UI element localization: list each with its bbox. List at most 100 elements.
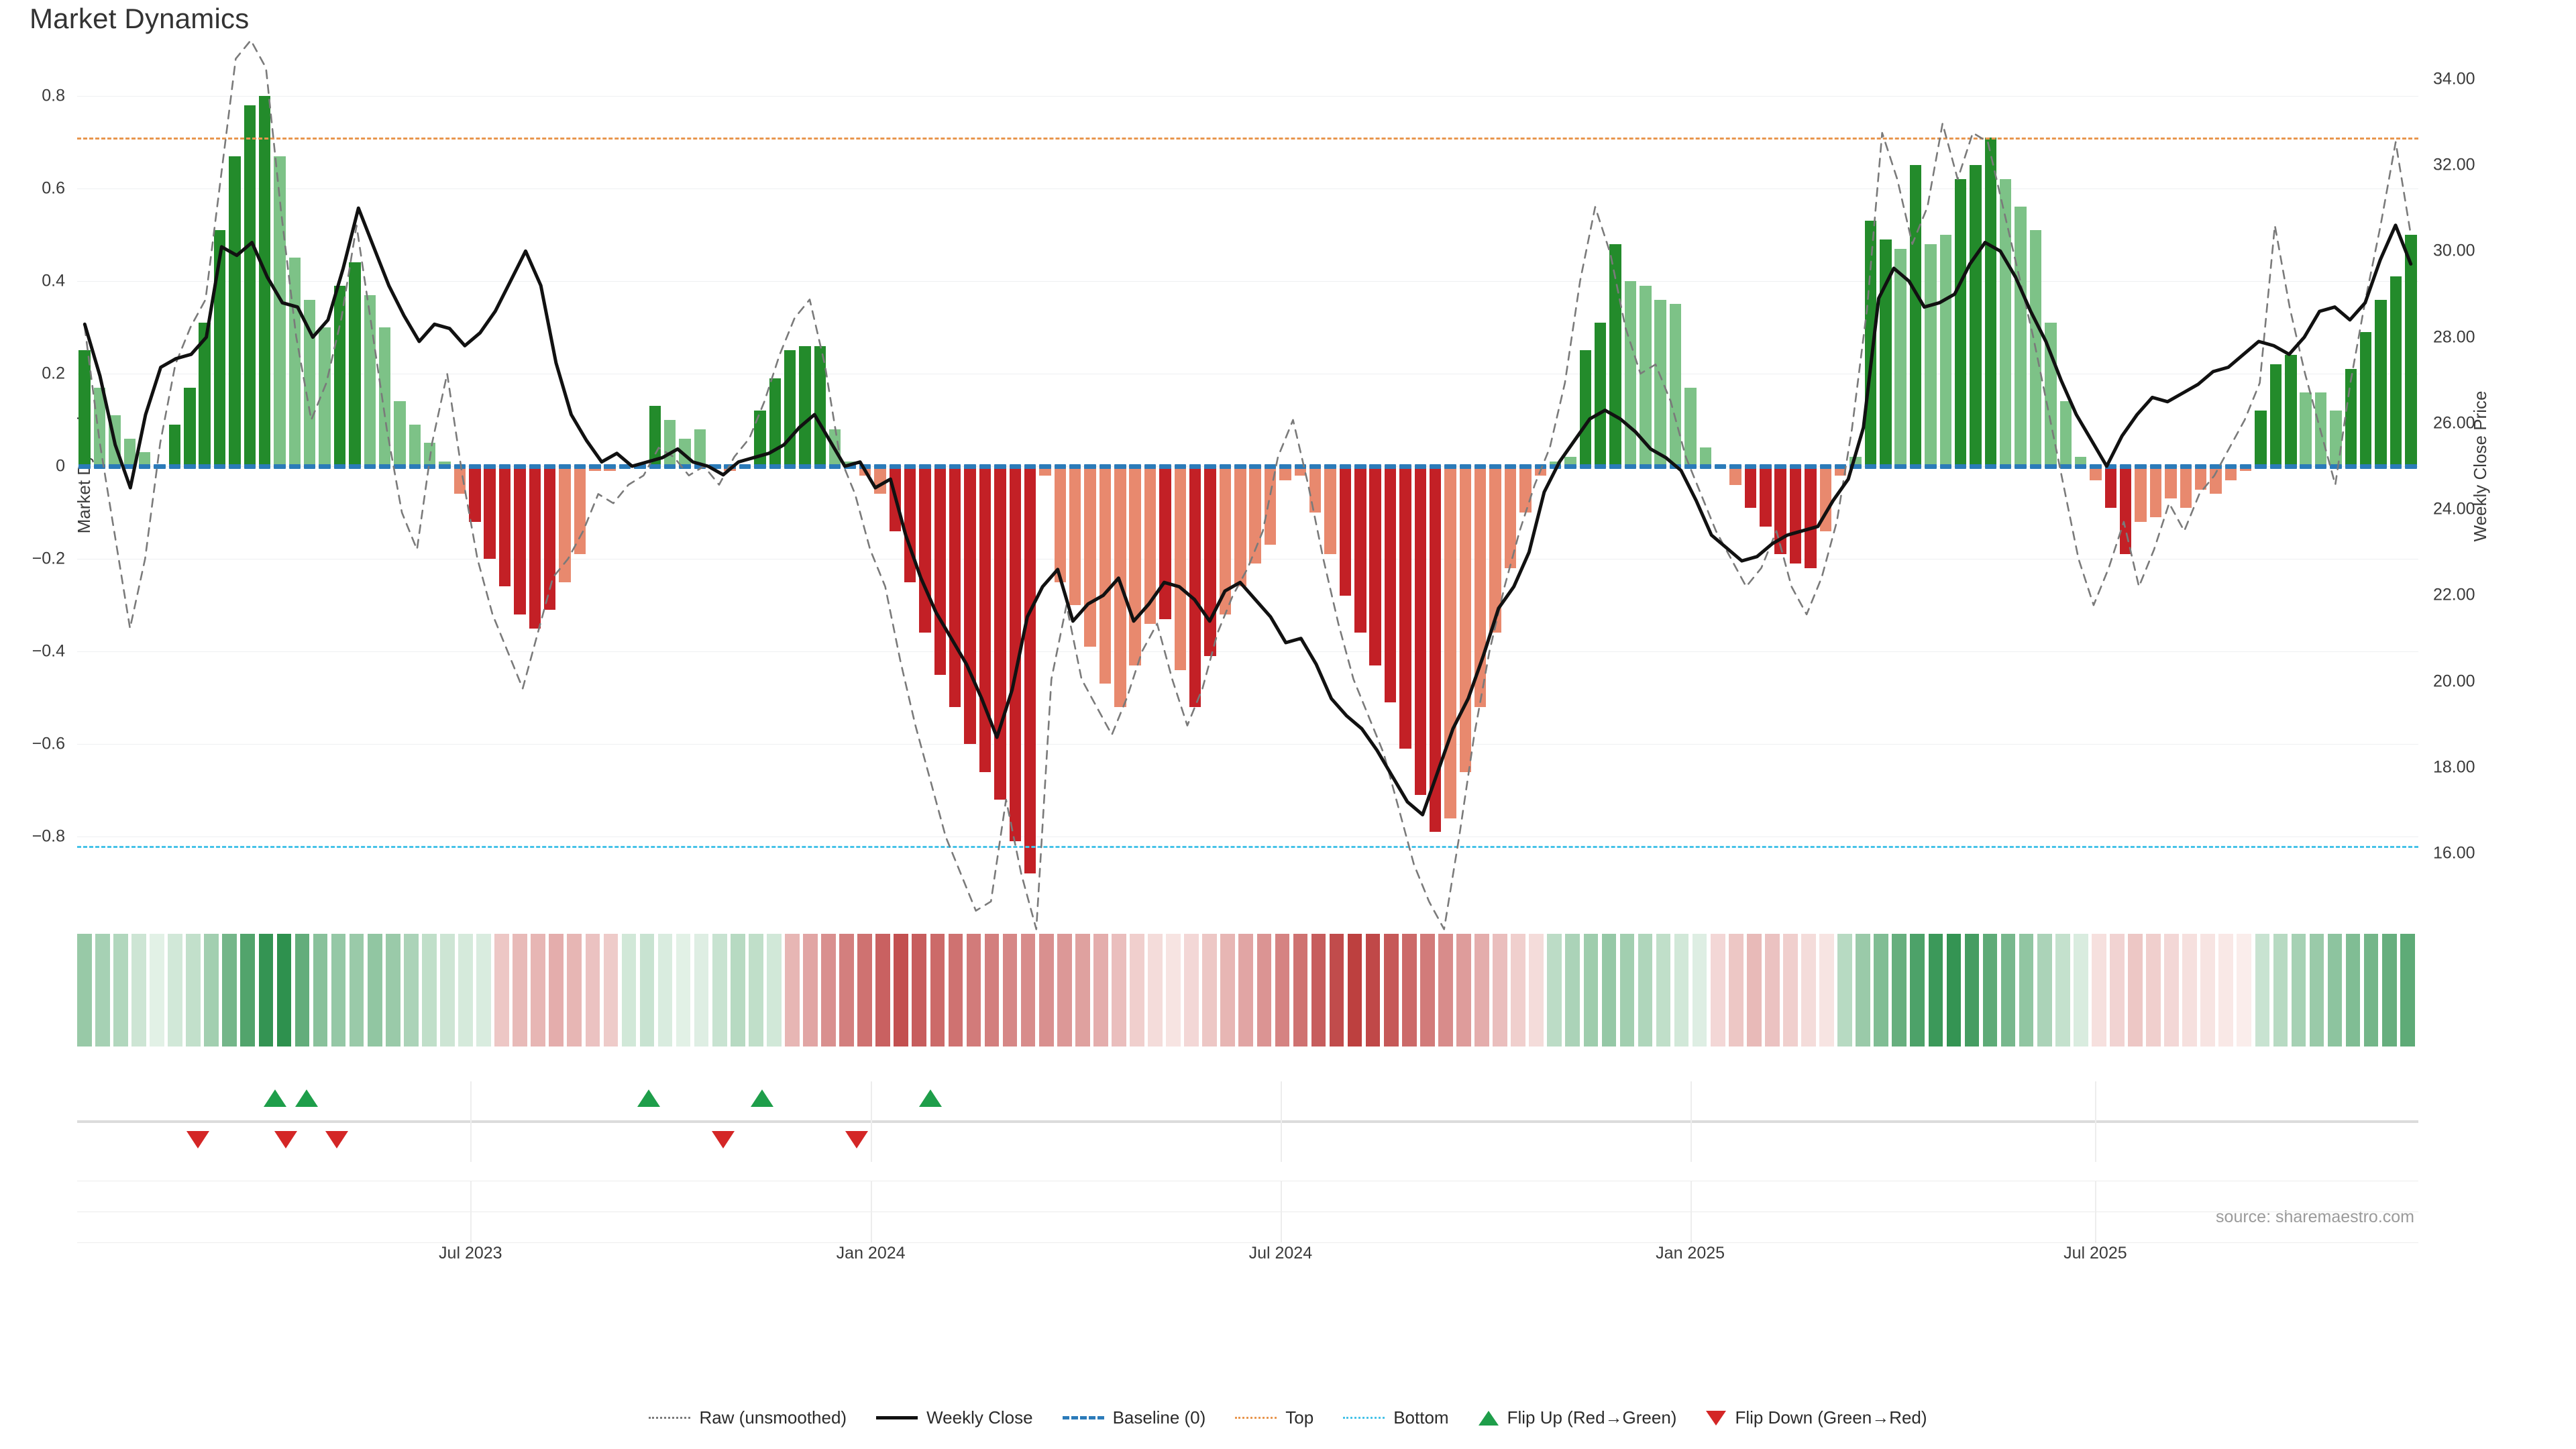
- heat-strip-cell[interactable]: [349, 934, 364, 1046]
- heat-strip-cell[interactable]: [2019, 934, 2034, 1046]
- heat-strip-cell[interactable]: [1982, 934, 1998, 1046]
- heat-strip-cell[interactable]: [694, 934, 709, 1046]
- dynamics-bar[interactable]: [1579, 350, 1592, 466]
- dynamics-bar[interactable]: [1939, 234, 1951, 466]
- heat-strip-cell[interactable]: [1656, 934, 1671, 1046]
- flip-down-marker-icon[interactable]: [186, 1131, 209, 1148]
- heat-strip-cell[interactable]: [1383, 934, 1399, 1046]
- dynamics-bar[interactable]: [168, 424, 181, 466]
- heat-strip-cell[interactable]: [1401, 934, 1417, 1046]
- heat-strip-cell[interactable]: [676, 934, 691, 1046]
- dynamics-bar[interactable]: [2405, 234, 2417, 466]
- dynamics-bar[interactable]: [1819, 466, 1832, 531]
- dynamics-bar[interactable]: [1640, 285, 1652, 466]
- dynamics-bar[interactable]: [229, 156, 241, 466]
- dynamics-bar[interactable]: [484, 466, 496, 559]
- dynamics-bar[interactable]: [1669, 304, 1682, 466]
- heat-strip-cell[interactable]: [712, 934, 727, 1046]
- heat-strip-cell[interactable]: [1583, 934, 1599, 1046]
- heat-strip-cell[interactable]: [1746, 934, 1762, 1046]
- dynamics-bar[interactable]: [2104, 466, 2117, 508]
- dynamics-bar[interactable]: [2194, 466, 2207, 490]
- dynamics-bar[interactable]: [2345, 369, 2357, 466]
- dynamics-bar[interactable]: [979, 466, 991, 772]
- heat-strip-cell[interactable]: [1130, 934, 1144, 1046]
- dynamics-bar[interactable]: [1414, 466, 1426, 796]
- heat-strip-cell[interactable]: [240, 934, 256, 1046]
- heat-strip-cell[interactable]: [113, 934, 128, 1046]
- heat-strip-cell[interactable]: [2400, 934, 2415, 1046]
- heat-strip-cell[interactable]: [1456, 934, 1471, 1046]
- dynamics-bar[interactable]: [2000, 179, 2012, 466]
- dynamics-bar[interactable]: [2210, 466, 2222, 494]
- heat-strip-cell[interactable]: [1638, 934, 1653, 1046]
- heat-strip-cell[interactable]: [2182, 934, 2197, 1046]
- dynamics-bar[interactable]: [559, 466, 571, 582]
- heat-strip-cell[interactable]: [1874, 934, 1888, 1046]
- heat-strip-cell[interactable]: [984, 934, 1000, 1046]
- legend-item[interactable]: Flip Up (Red→Green): [1478, 1407, 1676, 1428]
- heat-strip-cell[interactable]: [966, 934, 981, 1046]
- heat-strip-cell[interactable]: [948, 934, 963, 1046]
- heat-strip-cell[interactable]: [531, 934, 545, 1046]
- dynamics-bar[interactable]: [1354, 466, 1366, 633]
- heat-strip-cell[interactable]: [1075, 934, 1090, 1046]
- heat-strip-cell[interactable]: [549, 934, 564, 1046]
- heat-strip-cell[interactable]: [1038, 934, 1054, 1046]
- heat-strip-cell[interactable]: [1275, 934, 1290, 1046]
- heat-strip-cell[interactable]: [1365, 934, 1381, 1046]
- dynamics-bar[interactable]: [784, 350, 796, 466]
- heat-strip-cell[interactable]: [2055, 934, 2070, 1046]
- heat-strip-cell[interactable]: [168, 934, 182, 1046]
- heat-strip-cell[interactable]: [1093, 934, 1108, 1046]
- dynamics-bar[interactable]: [1489, 466, 1501, 633]
- heat-strip-cell[interactable]: [1256, 934, 1272, 1046]
- dynamics-bar[interactable]: [469, 466, 481, 522]
- heat-strip-cell[interactable]: [1910, 934, 1925, 1046]
- heat-strip-cell[interactable]: [77, 934, 92, 1046]
- heat-strip-cell[interactable]: [2110, 934, 2125, 1046]
- heat-strip-cell[interactable]: [875, 934, 891, 1046]
- dynamics-bar[interactable]: [304, 299, 316, 466]
- flip-up-marker-icon[interactable]: [750, 1089, 773, 1107]
- dynamics-bar[interactable]: [694, 429, 706, 466]
- dynamics-bar[interactable]: [333, 285, 346, 466]
- heat-strip-cell[interactable]: [367, 934, 382, 1046]
- dynamics-bar[interactable]: [1805, 466, 1817, 568]
- dynamics-bar[interactable]: [2120, 466, 2132, 555]
- heat-strip-cell[interactable]: [1547, 934, 1562, 1046]
- dynamics-bar[interactable]: [1279, 466, 1291, 480]
- heat-strip-cell[interactable]: [494, 934, 509, 1046]
- dynamics-bar[interactable]: [1264, 466, 1277, 545]
- dynamics-bar[interactable]: [1624, 280, 1637, 466]
- heat-strip-cell[interactable]: [385, 934, 400, 1046]
- dynamics-bar[interactable]: [964, 466, 976, 745]
- dynamics-bar[interactable]: [1729, 466, 1741, 485]
- dynamics-bar[interactable]: [1189, 466, 1201, 707]
- dynamics-bar[interactable]: [754, 411, 766, 466]
- flip-up-marker-icon[interactable]: [919, 1089, 943, 1107]
- heat-strip-cell[interactable]: [894, 934, 909, 1046]
- dynamics-bar[interactable]: [258, 95, 271, 466]
- heat-strip-cell[interactable]: [422, 934, 437, 1046]
- heat-strip-cell[interactable]: [1438, 934, 1453, 1046]
- heat-strip-cell[interactable]: [1529, 934, 1544, 1046]
- dynamics-bar[interactable]: [814, 345, 826, 466]
- dynamics-bar[interactable]: [2180, 466, 2192, 508]
- dynamics-bar[interactable]: [1009, 466, 1021, 842]
- legend-item[interactable]: Bottom: [1343, 1407, 1449, 1428]
- heat-strip-cell[interactable]: [603, 934, 619, 1046]
- heat-strip-cell[interactable]: [639, 934, 655, 1046]
- dynamics-bar[interactable]: [2090, 466, 2102, 480]
- heat-strip-cell[interactable]: [1856, 934, 1870, 1046]
- heat-strip-cell[interactable]: [1728, 934, 1743, 1046]
- heat-strip-cell[interactable]: [1311, 934, 1326, 1046]
- heat-strip-cell[interactable]: [1238, 934, 1254, 1046]
- heat-strip-cell[interactable]: [2000, 934, 2016, 1046]
- dynamics-bar[interactable]: [1174, 466, 1187, 670]
- heat-strip-cell[interactable]: [458, 934, 473, 1046]
- dynamics-bar[interactable]: [1234, 466, 1246, 587]
- dynamics-bar[interactable]: [1024, 466, 1036, 874]
- dynamics-bar[interactable]: [138, 452, 151, 466]
- heat-strip-cell[interactable]: [1474, 934, 1489, 1046]
